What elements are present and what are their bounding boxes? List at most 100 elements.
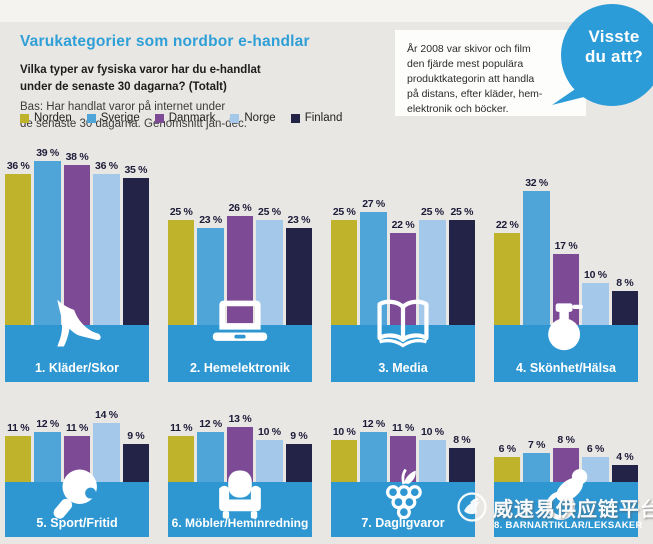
- bar-column: 12 %: [360, 418, 387, 482]
- legend-item-sverige: Sverige: [86, 112, 140, 124]
- legend-swatch: [86, 113, 96, 123]
- bar-group: 6 % 7 % 8 % 6 % 4 %: [494, 407, 639, 482]
- bar-group: 11 % 12 % 13 % 10 % 9 %: [168, 407, 313, 482]
- bar-value-label: 36 %: [95, 159, 118, 172]
- bar-norden: [494, 232, 521, 325]
- legend-label: Sverige: [100, 112, 140, 124]
- legend-label: Norden: [34, 112, 72, 124]
- bar-column: 26 %: [226, 201, 254, 325]
- bar-finland: [122, 178, 150, 325]
- bar-column: 23 %: [285, 214, 313, 325]
- category-base-band: 7. Dagligvaror: [331, 482, 475, 537]
- legend-item-danmark: Danmark: [154, 112, 216, 124]
- bar-column: 22 %: [494, 218, 521, 325]
- bar-value-label: 25 %: [450, 206, 474, 218]
- page-title: Varukategorier som nordbor e-handlar: [20, 33, 310, 50]
- bar-value-label: 11 %: [65, 421, 89, 434]
- bar-value-label: 11 %: [391, 421, 415, 434]
- header: Varukategorier som nordbor e-handlar Vil…: [20, 33, 390, 133]
- laptop-icon: [210, 294, 270, 354]
- chart-row-1: 36 % 39 % 38 % 36 % 35 % 1. Kläder/Skor 25 % 23…: [5, 145, 639, 382]
- bar-group: 22 % 32 % 17 % 10 % 8 %: [494, 145, 639, 325]
- bar-column: 4 %: [611, 451, 639, 482]
- category-label: 8. Barnartiklar/Leksaker: [494, 520, 643, 531]
- bar-value-label: 36 %: [6, 159, 30, 172]
- bar-finland: [285, 444, 313, 482]
- bar-column: 32 %: [523, 177, 550, 325]
- bar-value-label: 7 %: [528, 438, 546, 451]
- bar-norge: [93, 423, 120, 482]
- bar-column: 10 %: [331, 426, 358, 482]
- bar-column: 8 %: [611, 277, 639, 325]
- dove-logo-icon: [457, 492, 487, 522]
- category-label: 3. Media: [378, 361, 428, 375]
- bar-value-label: 8 %: [616, 277, 634, 290]
- bar-column: 36 %: [5, 159, 32, 325]
- bar-finland: [611, 465, 639, 482]
- bar-column: 12 %: [34, 417, 61, 482]
- bar-finland: [122, 444, 150, 482]
- bar-value-label: 27 %: [362, 197, 385, 210]
- bar-value-label: 17 %: [554, 239, 578, 252]
- category-group-2: 25 % 23 % 26 % 25 % 23 % 2. Hemelektronik: [168, 145, 313, 382]
- fact-callout-box: År 2008 var skivor och film den fjärde m…: [395, 30, 586, 116]
- bar-column: 39 %: [34, 147, 61, 325]
- bar-norden: [331, 440, 358, 482]
- bar-value-label: 11 %: [170, 421, 193, 434]
- bar-value-label: 23 %: [287, 214, 311, 227]
- bar-norge: [93, 173, 120, 325]
- bar-value-label: 25 %: [169, 206, 193, 218]
- legend-label: Danmark: [168, 112, 216, 124]
- watermark: 威速易供应链平台: [456, 491, 653, 523]
- bar-value-label: 12 %: [36, 417, 59, 430]
- bar-value-label: 22 %: [495, 218, 519, 231]
- bar-value-label: 25 %: [421, 206, 444, 218]
- legend-item-norden: Norden: [20, 112, 72, 124]
- chart-row-2: 11 % 12 % 11 % 14 % 9 % 5. Sport/Fritid 11 % 12…: [5, 407, 643, 537]
- bar-sverige: [197, 431, 224, 482]
- bar-column: 7 %: [523, 438, 550, 482]
- bar-column: 6 %: [494, 442, 521, 482]
- category-group-1: 36 % 39 % 38 % 36 % 35 % 1. Kläder/Skor: [5, 145, 150, 382]
- bar-column: 11 %: [5, 421, 32, 482]
- bar-finland: [611, 291, 639, 325]
- bar-sverige: [523, 452, 550, 482]
- bar-value-label: 25 %: [332, 206, 356, 218]
- bar-group: 11 % 12 % 11 % 14 % 9 %: [5, 407, 150, 482]
- bar-value-label: 11 %: [7, 421, 30, 434]
- speech-bubble-text: Visste du att?: [584, 27, 644, 67]
- bar-value-label: 4 %: [616, 451, 634, 464]
- bar-group: 25 % 27 % 22 % 25 % 25 %: [331, 145, 476, 325]
- category-group-4: 22 % 32 % 17 % 10 % 8 % 4. Skönhet/Hälsa: [494, 145, 639, 382]
- bar-column: 9 %: [122, 430, 150, 482]
- category-label: 7. Dagligvaror: [361, 516, 445, 530]
- bar-norden: [494, 456, 521, 482]
- legend-item-finland: Finland: [290, 112, 342, 124]
- bar-column: 13 %: [226, 413, 254, 482]
- bar-sverige: [523, 190, 550, 325]
- top-strip: [0, 0, 653, 22]
- bar-value-label: 8 %: [557, 434, 575, 447]
- bar-value-label: 8 %: [453, 434, 471, 447]
- bar-finland: [448, 220, 476, 325]
- bar-value-label: 26 %: [228, 201, 252, 214]
- category-group-6: 11 % 12 % 13 % 10 % 9 % 6. Möbler/Heminrednin…: [168, 407, 313, 537]
- category-group-5: 11 % 12 % 11 % 14 % 9 % 5. Sport/Fritid: [5, 407, 150, 537]
- bar-norge: [419, 440, 446, 482]
- armchair-icon: [211, 465, 269, 523]
- high-heel-shoe-icon: [47, 294, 107, 354]
- category-label: 4. Skönhet/Hälsa: [515, 361, 617, 375]
- bar-value-label: 23 %: [199, 214, 222, 227]
- perfume-bottle-icon: [536, 294, 596, 354]
- bar-norden: [5, 173, 32, 325]
- legend-label: Norge: [244, 112, 276, 124]
- bar-column: 35 %: [122, 164, 150, 325]
- bar-value-label: 10 %: [332, 426, 356, 438]
- bar-column: 27 %: [360, 197, 387, 325]
- bar-finland: [285, 228, 313, 325]
- bar-value-label: 6 %: [498, 442, 517, 455]
- fact-callout-text: År 2008 var skivor och film den fjärde m…: [407, 43, 543, 115]
- category-group-3: 25 % 27 % 22 % 25 % 25 % 3. Media: [331, 145, 476, 382]
- bar-column: 14 %: [93, 409, 120, 482]
